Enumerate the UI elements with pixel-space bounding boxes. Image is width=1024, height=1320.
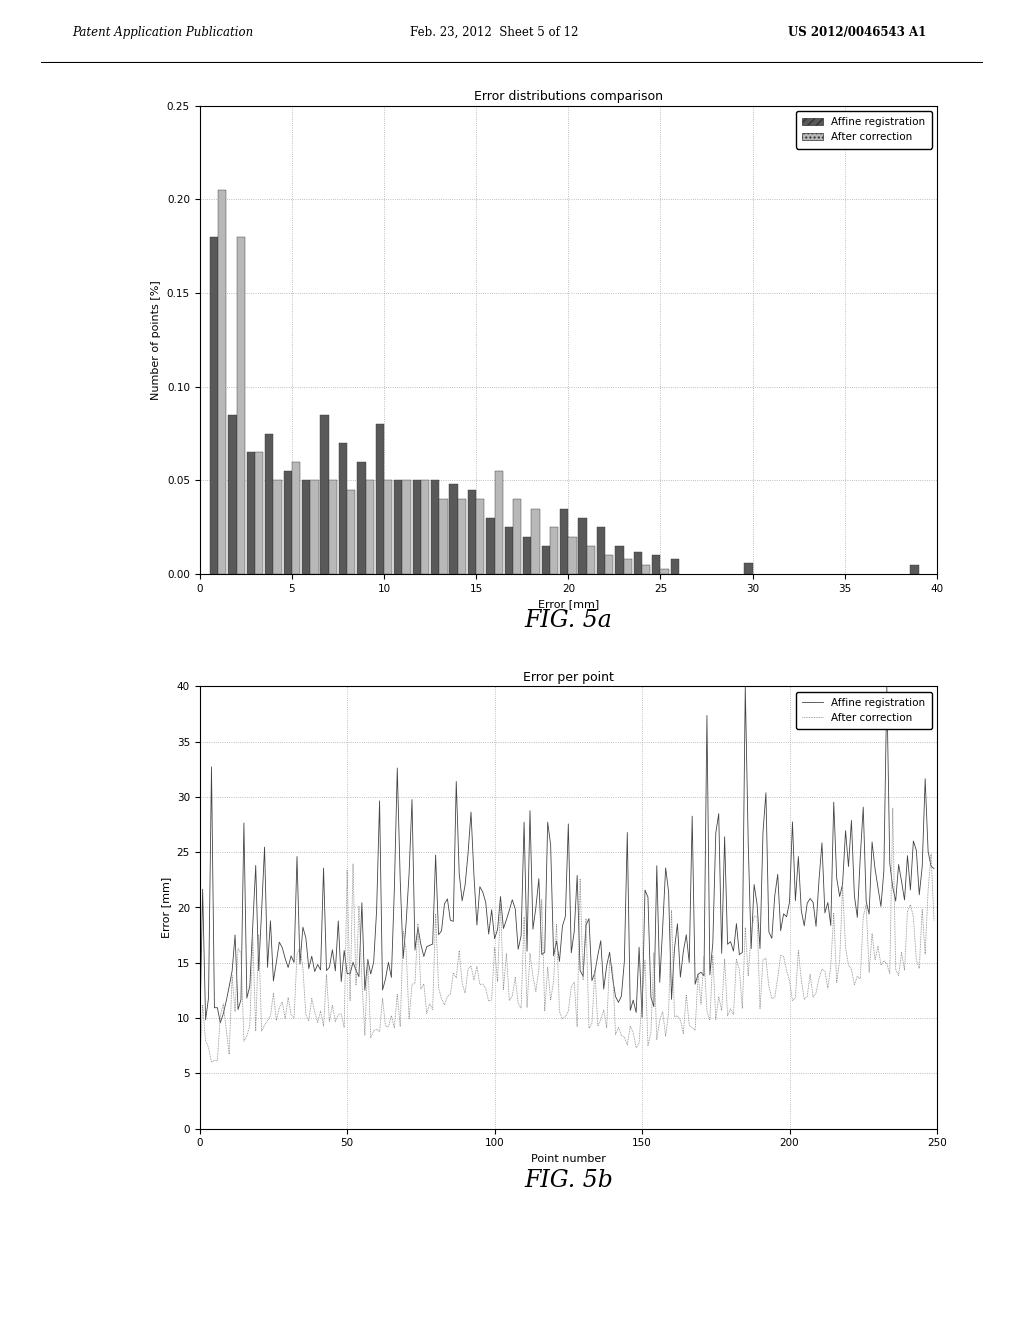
Y-axis label: Number of points [%]: Number of points [%] [152,280,161,400]
Bar [228,414,237,574]
Text: FIG. 5a: FIG. 5a [524,610,612,632]
Bar [218,190,226,574]
Bar [550,528,558,574]
Bar [587,546,595,574]
Bar [531,508,540,574]
Bar [431,480,439,574]
Bar [476,499,484,574]
Bar [513,499,521,574]
Affine registration [194,1030,206,1045]
Bar [292,462,300,574]
After correction [887,800,899,816]
After correction [618,1030,631,1045]
After correction [498,982,510,998]
Y-axis label: Error [mm]: Error [mm] [161,876,171,939]
Bar [450,484,458,574]
Bar [642,565,650,574]
Bar [402,480,411,574]
Title: Error distributions comparison: Error distributions comparison [474,90,663,103]
Bar [394,480,402,574]
Legend: Affine registration, After correction: Affine registration, After correction [796,111,932,149]
Bar [302,480,310,574]
Line: Affine registration: Affine registration [200,686,934,1038]
Bar [366,480,374,574]
Bar [523,537,531,574]
Bar [255,453,263,574]
X-axis label: Point number: Point number [530,1154,606,1164]
Bar [310,480,318,574]
Bar [247,453,255,574]
Text: Patent Application Publication: Patent Application Publication [72,26,253,40]
Bar [605,556,613,574]
Affine registration [618,953,631,969]
Bar [273,480,282,574]
After correction [928,912,940,928]
Bar [321,414,329,574]
Bar [237,236,245,574]
After correction [488,940,501,956]
After correction [901,903,913,919]
Bar [357,462,366,574]
Text: FIG. 5b: FIG. 5b [524,1170,612,1192]
Bar [652,556,660,574]
Bar [421,480,429,574]
Bar [384,480,392,574]
Bar [910,565,919,574]
Bar [458,499,466,574]
Bar [560,508,568,574]
Affine registration [488,931,501,946]
Title: Error per point: Error per point [523,671,613,684]
Bar [265,434,273,574]
Bar [468,490,476,574]
Bar [597,528,605,574]
Bar [347,490,355,574]
Bar [329,480,337,574]
Bar [413,480,421,574]
Affine registration [700,708,713,723]
Text: Feb. 23, 2012  Sheet 5 of 12: Feb. 23, 2012 Sheet 5 of 12 [410,26,578,40]
Bar [376,424,384,574]
After correction [194,1055,206,1071]
X-axis label: Error [mm]: Error [mm] [538,599,599,610]
Affine registration [901,847,913,863]
Line: After correction: After correction [200,808,934,1063]
Bar [486,517,495,574]
Bar [624,560,632,574]
After correction [700,1003,713,1019]
Bar [542,546,550,574]
After correction [314,1003,327,1019]
Bar [568,537,577,574]
Bar [579,517,587,574]
Bar [744,562,753,574]
Bar [495,471,503,574]
Bar [284,471,292,574]
Bar [660,569,669,574]
Affine registration [739,678,752,694]
Affine registration [498,920,510,936]
Text: US 2012/0046543 A1: US 2012/0046543 A1 [788,26,927,40]
Bar [634,552,642,574]
Bar [339,444,347,574]
Bar [671,560,679,574]
Bar [615,546,624,574]
Affine registration [314,962,327,978]
Legend: Affine registration, After correction: Affine registration, After correction [796,692,932,730]
Bar [505,528,513,574]
Bar [210,236,218,574]
Bar [439,499,447,574]
Affine registration [928,861,940,876]
